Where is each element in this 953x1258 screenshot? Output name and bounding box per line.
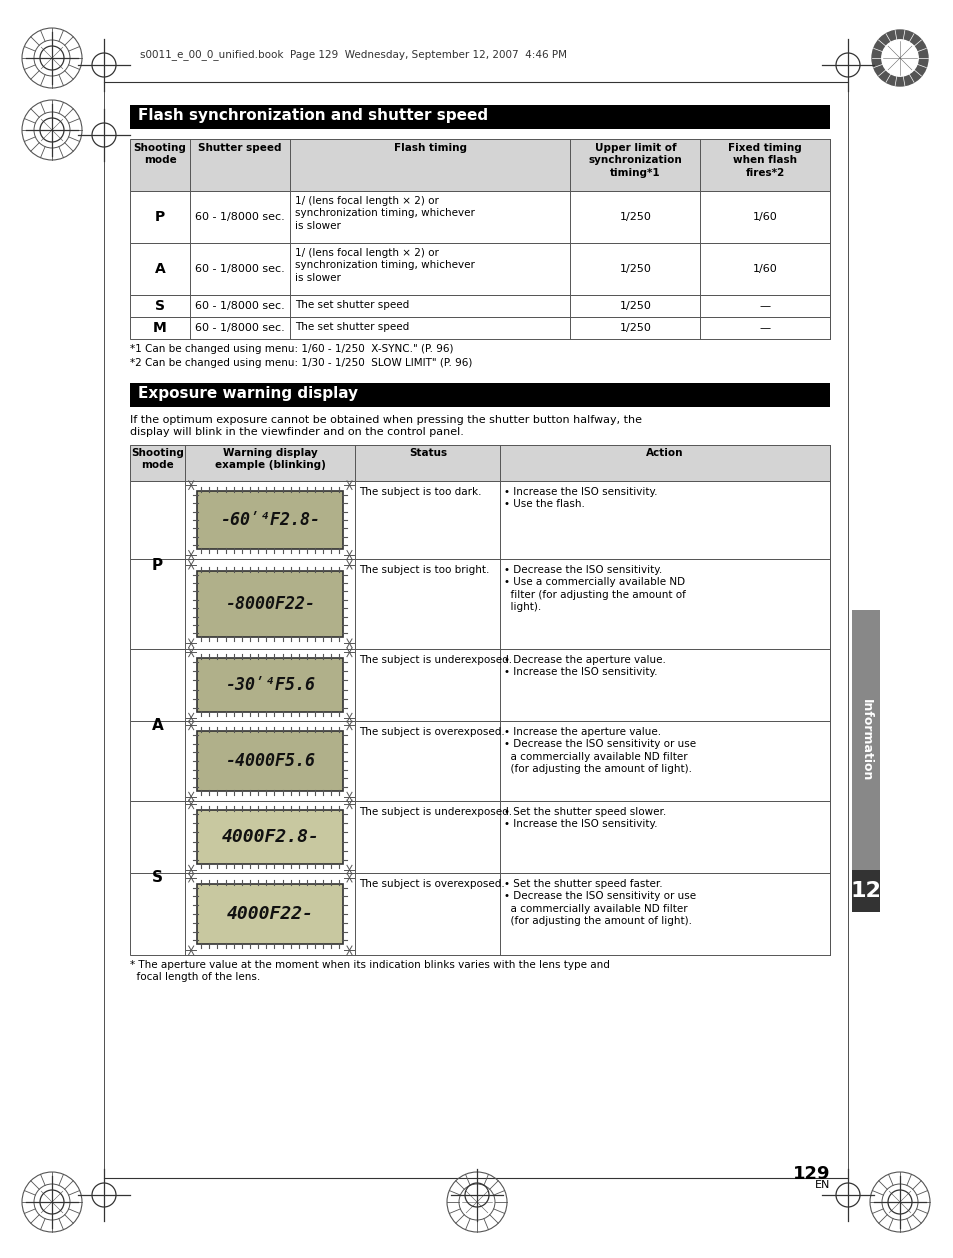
Circle shape [881,40,917,77]
Text: • Increase the aperture value.
• Decrease the ISO sensitivity or use
  a commerc: • Increase the aperture value. • Decreas… [504,727,696,774]
Text: P: P [152,557,163,572]
Text: 1/60: 1/60 [752,264,777,274]
Text: • Set the shutter speed faster.
• Decrease the ISO sensitivity or use
  a commer: • Set the shutter speed faster. • Decrea… [504,879,696,926]
Text: Shooting
mode: Shooting mode [132,448,184,470]
Text: • Decrease the ISO sensitivity.
• Use a commercially available ND
  filter (for : • Decrease the ISO sensitivity. • Use a … [504,565,685,613]
Text: S: S [155,299,165,313]
Text: • Set the shutter speed slower.
• Increase the ISO sensitivity.: • Set the shutter speed slower. • Increa… [504,806,666,829]
Circle shape [871,30,927,86]
Text: 60 - 1/8000 sec.: 60 - 1/8000 sec. [195,264,285,274]
Text: * The aperture value at the moment when its indication blinks varies with the le: * The aperture value at the moment when … [130,960,609,982]
Text: 1/ (lens focal length × 2) or
synchronization timing, whichever
is slower: 1/ (lens focal length × 2) or synchroniz… [295,196,475,230]
Text: 1/250: 1/250 [618,301,651,311]
Text: Shutter speed: Shutter speed [198,143,282,153]
Bar [130,445,829,481]
Text: Warning display
example (blinking): Warning display example (blinking) [214,448,325,470]
Text: 1/250: 1/250 [618,264,651,274]
Bar [130,649,829,721]
Text: s0011_e_00_0_unified.book  Page 129  Wednesday, September 12, 2007  4:46 PM: s0011_e_00_0_unified.book Page 129 Wedne… [140,49,566,60]
Text: • Increase the ISO sensitivity.
• Use the flash.: • Increase the ISO sensitivity. • Use th… [504,487,658,509]
Text: 60 - 1/8000 sec.: 60 - 1/8000 sec. [195,213,285,221]
Text: 1/250: 1/250 [618,213,651,221]
Bar [130,243,829,294]
Bar [197,658,343,712]
Text: 4000F2.8-: 4000F2.8- [221,828,319,845]
Text: *2 Can be changed using menu: 1/30 - 1/250  SLOW LIMIT" (P. 96): *2 Can be changed using menu: 1/30 - 1/2… [130,359,472,369]
Text: • Decrease the aperture value.
• Increase the ISO sensitivity.: • Decrease the aperture value. • Increas… [504,655,665,677]
Bar [197,571,343,638]
Text: The set shutter speed: The set shutter speed [295,299,409,309]
Text: EN: EN [814,1180,829,1190]
Text: A: A [154,262,165,276]
Text: Information: Information [859,698,872,781]
Text: The subject is too dark.: The subject is too dark. [359,487,481,497]
Text: P: P [154,210,165,224]
Bar [197,731,343,790]
Text: Flash synchronization and shutter speed: Flash synchronization and shutter speed [138,108,488,123]
Text: -4000F5.6: -4000F5.6 [225,752,315,770]
Text: Upper limit of
synchronization
timing*1: Upper limit of synchronization timing*1 [588,143,681,177]
Text: 60 - 1/8000 sec.: 60 - 1/8000 sec. [195,301,285,311]
Text: -8000F22-: -8000F22- [225,595,315,613]
Bar [130,559,829,649]
Text: Flash timing: Flash timing [394,143,466,153]
Text: 129: 129 [792,1165,829,1183]
Text: Status: Status [408,448,446,458]
Bar [851,871,879,912]
Bar [130,382,829,408]
Bar [130,104,829,130]
Text: Action: Action [646,448,683,458]
Text: -60ʹ⁴F2.8-: -60ʹ⁴F2.8- [220,511,320,530]
Bar [130,721,829,801]
Text: S: S [152,871,163,886]
Bar [130,191,829,243]
Text: The subject is overexposed.: The subject is overexposed. [359,879,505,889]
Text: A: A [152,717,163,732]
Text: Shooting
mode: Shooting mode [133,143,187,165]
Text: The subject is underexposed.: The subject is underexposed. [359,806,512,816]
Bar [130,294,829,317]
Text: M: M [153,321,167,335]
Text: 1/ (lens focal length × 2) or
synchronization timing, whichever
is slower: 1/ (lens focal length × 2) or synchroniz… [295,248,475,283]
Text: The subject is underexposed.: The subject is underexposed. [359,655,512,665]
Text: 60 - 1/8000 sec.: 60 - 1/8000 sec. [195,323,285,333]
Text: 4000F22-: 4000F22- [227,905,314,923]
Text: 1/250: 1/250 [618,323,651,333]
Text: —: — [759,301,770,311]
Bar [130,317,829,338]
Text: 1/60: 1/60 [752,213,777,221]
Text: If the optimum exposure cannot be obtained when pressing the shutter button half: If the optimum exposure cannot be obtain… [130,415,641,438]
Text: Exposure warning display: Exposure warning display [138,386,357,401]
Bar [197,883,343,945]
Text: 12: 12 [850,881,881,901]
Bar [197,810,343,864]
Bar [851,610,879,871]
Bar [130,481,829,559]
Text: -30ʹ⁴F5.6: -30ʹ⁴F5.6 [225,676,315,694]
Text: —: — [759,323,770,333]
Bar [130,873,829,955]
Text: Fixed timing
when flash
fires*2: Fixed timing when flash fires*2 [727,143,801,177]
Bar [130,801,829,873]
Text: *1 Can be changed using menu: 1/60 - 1/250  X-SYNC." (P. 96): *1 Can be changed using menu: 1/60 - 1/2… [130,343,453,353]
Bar [130,138,829,191]
Text: The set shutter speed: The set shutter speed [295,322,409,332]
Text: The subject is overexposed.: The subject is overexposed. [359,727,505,737]
Bar [197,491,343,548]
Text: The subject is too bright.: The subject is too bright. [359,565,489,575]
